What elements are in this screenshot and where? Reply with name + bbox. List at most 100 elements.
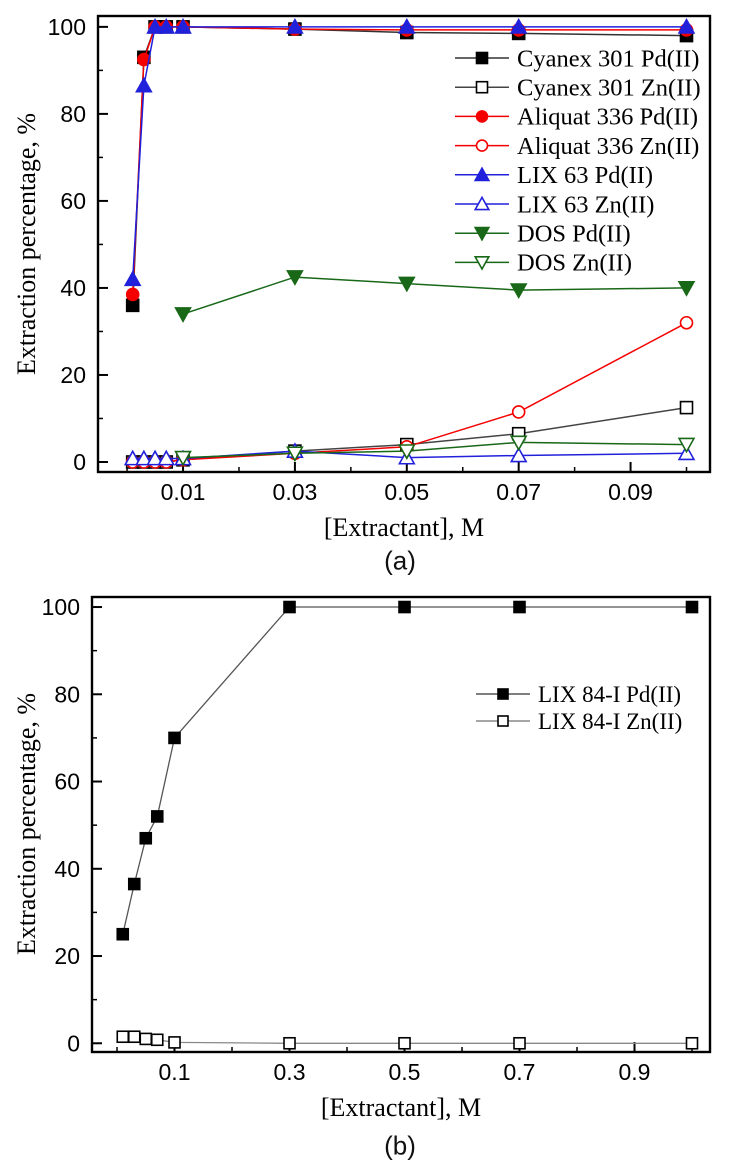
- legend-marker: [475, 110, 489, 123]
- data-point-marker: [685, 600, 699, 614]
- legend-marker: [475, 80, 489, 94]
- data-point-marker: [123, 270, 142, 287]
- data-point-marker: [139, 831, 153, 845]
- data-point-marker: [174, 307, 192, 323]
- data-point-marker: [397, 18, 416, 34]
- data-point-marker: [286, 18, 304, 34]
- data-point-marker: [125, 287, 140, 302]
- data-point-marker: [137, 52, 151, 67]
- y-tick-label: 60: [54, 769, 80, 795]
- x-axis-title-a: [Extractant], M: [323, 513, 485, 542]
- x-tick-label: 0.07: [496, 479, 541, 505]
- data-point-marker: [509, 435, 528, 452]
- y-tick-label: 0: [67, 1030, 80, 1056]
- data-point-marker: [127, 877, 141, 891]
- legend-label: Cyanex 301 Zn(II): [517, 75, 701, 102]
- data-point-marker: [123, 449, 142, 466]
- data-point-marker: [397, 444, 416, 460]
- data-point-marker: [146, 449, 164, 466]
- series-line: [122, 606, 692, 935]
- y-tick-label: 100: [42, 594, 80, 620]
- data-point-marker: [150, 1033, 164, 1047]
- x-tick-label: 0.3: [274, 1059, 306, 1085]
- y-tick-label: 60: [60, 188, 86, 214]
- data-point-marker: [398, 1036, 411, 1050]
- data-point-marker: [174, 18, 192, 34]
- y-tick-label: 20: [54, 943, 80, 969]
- figure-caption-a: (a): [384, 545, 416, 576]
- data-point-marker: [513, 1036, 526, 1050]
- data-point-marker: [146, 18, 164, 34]
- legend-label: LIX 63 Zn(II): [517, 191, 654, 218]
- data-point-marker: [135, 449, 153, 466]
- data-point-marker: [150, 810, 164, 823]
- data-point-marker: [139, 1032, 153, 1046]
- x-tick-label: 0.01: [161, 479, 206, 505]
- data-point-marker: [677, 18, 696, 34]
- data-point-marker: [283, 1036, 296, 1050]
- data-point-marker: [509, 283, 528, 299]
- data-point-marker: [398, 600, 411, 614]
- x-tick-label: 0.09: [608, 479, 653, 505]
- legend-marker: [475, 51, 489, 65]
- x-tick-label: 0.05: [384, 479, 429, 505]
- data-point-marker: [174, 450, 192, 467]
- data-point-marker: [677, 437, 696, 454]
- y-tick-label: 40: [54, 856, 80, 882]
- data-point-marker: [509, 446, 528, 463]
- x-tick-label: 0.1: [159, 1059, 191, 1085]
- x-tick-label: 0.5: [389, 1059, 421, 1085]
- legend-label: DOS Zn(II): [517, 250, 632, 277]
- figure-caption-b: (b): [384, 1130, 416, 1161]
- x-tick-label: 0.03: [273, 479, 318, 505]
- data-point-marker: [157, 18, 176, 34]
- legend-marker: [497, 715, 509, 727]
- data-point-marker: [116, 1030, 130, 1044]
- data-point-marker: [511, 405, 526, 419]
- y-tick-label: 40: [60, 275, 86, 301]
- legend-label: Aliquat 336 Pd(II): [517, 104, 698, 131]
- legend-label: DOS Pd(II): [517, 221, 631, 248]
- data-point-marker: [127, 1030, 141, 1044]
- legend-marker: [475, 139, 489, 152]
- chart-panel-b: 0.1 0.3 0.5 0.7 0.9 0 20 40 60 80 100 LIX 84-I Pd(I…: [42, 594, 712, 1085]
- legend-label: Cyanex 301 Pd(II): [517, 45, 699, 72]
- legend-marker: [473, 195, 491, 211]
- legend-marker: [473, 226, 491, 242]
- legend-label: LIX 84-I Pd(II): [538, 682, 681, 707]
- series-line: [182, 276, 687, 315]
- y-tick-label: 100: [48, 14, 86, 40]
- data-point-marker: [679, 400, 694, 415]
- data-point-marker: [397, 276, 416, 293]
- y-axis-title-a: Extraction percentage, %: [12, 112, 41, 376]
- y-axis-title-b: Extraction percentage, %: [12, 692, 41, 956]
- data-point-marker: [157, 449, 176, 466]
- legend-marker: [473, 255, 491, 271]
- x-tick-label: 0.7: [504, 1059, 536, 1085]
- x-axis-title-b: [Extractant], M: [320, 1093, 482, 1122]
- legend-label: LIX 63 Pd(II): [517, 162, 653, 189]
- data-point-marker: [679, 315, 694, 330]
- series-line: [182, 441, 687, 459]
- y-tick-label: 80: [54, 681, 80, 707]
- data-point-marker: [168, 1036, 181, 1049]
- legend-label: LIX 84-I Zn(II): [538, 709, 682, 734]
- plot-border: [90, 595, 712, 1054]
- y-tick-label: 0: [73, 449, 86, 475]
- legend-marker: [497, 688, 509, 700]
- y-tick-label: 80: [60, 101, 86, 127]
- data-point-marker: [685, 1036, 699, 1050]
- y-tick-label: 20: [60, 362, 86, 388]
- data-point-marker: [286, 270, 304, 286]
- data-point-marker: [677, 281, 696, 297]
- legend-label: Aliquat 336 Zn(II): [517, 133, 699, 160]
- data-point-marker: [513, 600, 526, 614]
- data-point-marker: [168, 731, 181, 745]
- legend-marker: [473, 166, 491, 182]
- data-point-marker: [283, 600, 296, 614]
- data-point-marker: [116, 927, 130, 941]
- chart-panel-a: 0.01 0.03 0.05 0.07 0.09 0 20 40 60 80 100 Cyanex 3…: [48, 14, 712, 505]
- data-point-marker: [135, 76, 153, 93]
- x-tick-label: 0.9: [619, 1059, 651, 1085]
